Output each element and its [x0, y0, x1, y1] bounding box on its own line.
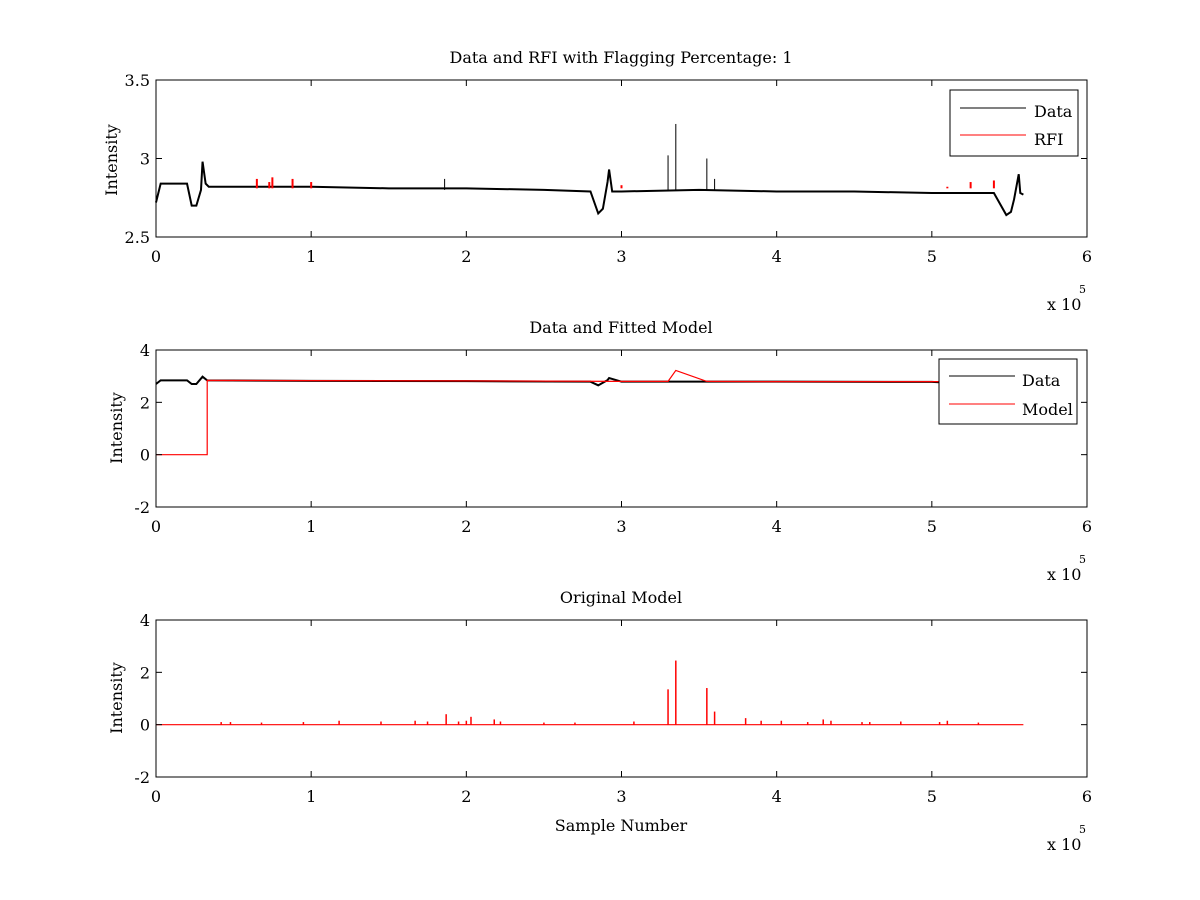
legend-label-rfi: RFI: [1034, 130, 1063, 149]
x-tick-label: 2: [461, 247, 471, 266]
x-tick-label: 6: [1082, 247, 1092, 266]
x-axis-multiplier: x 10 5: [1047, 823, 1086, 854]
panel-title: Data and RFI with Flagging Percentage: 1: [449, 48, 792, 67]
x-tick-label: 3: [616, 517, 626, 536]
x-tick-label: 2: [461, 787, 471, 806]
legend: Data RFI: [949, 89, 1079, 157]
x-tick-label: 5: [927, 517, 937, 536]
y-tick-label: 0: [140, 446, 150, 465]
y-tick-label: 2: [140, 663, 150, 682]
x-tick-label: 1: [306, 247, 316, 266]
y-axis-label: Intensity: [107, 662, 126, 734]
x-tick-label: 6: [1082, 517, 1092, 536]
x-tick-label: 0: [151, 787, 161, 806]
x-tick-label: 2: [461, 517, 471, 536]
plot-marks: [155, 369, 1024, 456]
y-tick-label: 4: [140, 341, 150, 360]
panel-title: Data and Fitted Model: [529, 318, 712, 337]
legend-label-data: Data: [1022, 371, 1061, 390]
y-tick-label: 3.5: [125, 71, 150, 90]
x-tick-label: 1: [306, 787, 316, 806]
x-axis-multiplier: x 10 5: [1047, 553, 1086, 584]
series-line-1: [156, 369, 1024, 456]
x-tick-label: 3: [616, 787, 626, 806]
legend-box: [949, 89, 1079, 157]
panel-title: Original Model: [560, 588, 682, 607]
legend: Data Model: [938, 358, 1078, 425]
x-tick-label: 5: [927, 787, 937, 806]
legend-box: [938, 358, 1078, 425]
x-tick-label: 6: [1082, 787, 1092, 806]
x-multiplier-label: x 10: [1047, 295, 1081, 314]
y-tick-label: 0: [140, 716, 150, 735]
x-multiplier-label: x 10: [1047, 835, 1081, 854]
axis-ticks: 0 1 2 3 4 5 6 2.5 3 3.5: [125, 71, 1093, 266]
y-tick-label: 2: [140, 393, 150, 412]
y-tick-label: 2.5: [125, 228, 150, 247]
x-tick-label: 0: [151, 247, 161, 266]
x-tick-label: 4: [772, 247, 782, 266]
series-line-0: [155, 161, 1024, 217]
panel-data-and-fitted-model: Data and Fitted Model Intensity 0 1 2 3 4 5 6 -…: [107, 318, 1092, 584]
legend-label-model: Model: [1022, 400, 1073, 419]
x-tick-label: 1: [306, 517, 316, 536]
y-axis-label: Intensity: [102, 124, 121, 196]
y-axis-label: Intensity: [107, 392, 126, 464]
x-axis-label: Sample Number: [555, 816, 688, 835]
y-tick-label: 3: [140, 150, 150, 169]
x-multiplier-exponent: 5: [1079, 553, 1086, 566]
x-multiplier-label: x 10: [1047, 565, 1081, 584]
x-tick-label: 5: [927, 247, 937, 266]
panel-data-and-rfi: Data and RFI with Flagging Percentage: 1…: [102, 48, 1092, 314]
plot-marks: [155, 123, 1024, 217]
x-tick-label: 3: [616, 247, 626, 266]
x-tick-label: 4: [772, 517, 782, 536]
x-multiplier-exponent: 5: [1079, 283, 1086, 296]
x-multiplier-exponent: 5: [1079, 823, 1086, 836]
y-tick-label: -2: [134, 498, 150, 517]
y-tick-label: -2: [134, 768, 150, 787]
x-tick-label: 0: [151, 517, 161, 536]
y-tick-label: 4: [140, 611, 150, 630]
legend-label-data: Data: [1034, 102, 1073, 121]
x-axis-multiplier: x 10 5: [1047, 283, 1086, 314]
x-tick-label: 4: [772, 787, 782, 806]
plot-marks: [156, 660, 1024, 726]
